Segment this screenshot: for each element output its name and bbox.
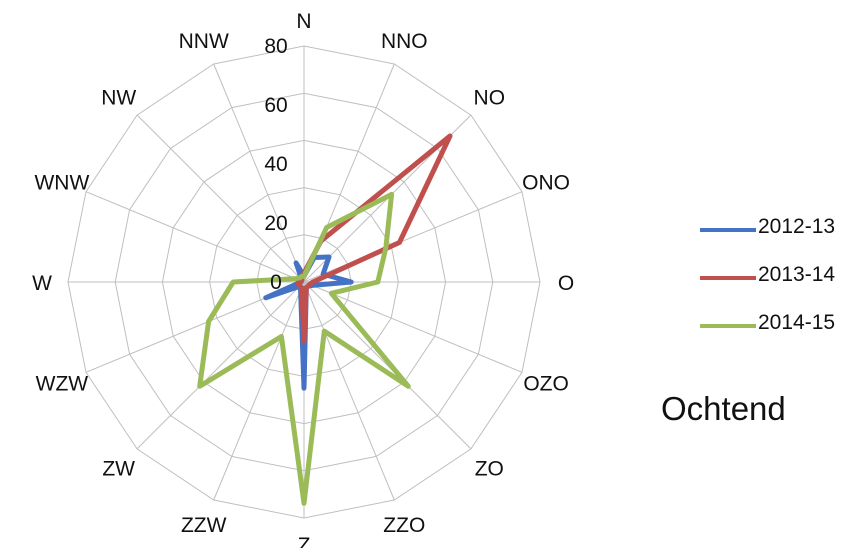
grid-spoke (86, 192, 304, 282)
legend-label: 2013-14 (758, 263, 835, 287)
grid-spoke (304, 282, 522, 372)
direction-label-NNW: NNW (179, 30, 229, 53)
grid-spoke (137, 115, 304, 282)
tick-label: 80 (264, 35, 287, 58)
radar-chart: N NNO NO ONO O OZO ZO ZZO Z ZZW ZW WZW W WNW NW NNW 0 20… (0, 0, 640, 548)
radial-tick-labels: 0 20 40 60 80 (264, 35, 287, 294)
grid-spoke (304, 282, 471, 449)
legend-swatch-2013-14 (700, 276, 756, 280)
legend-label: 2014-15 (758, 311, 835, 335)
direction-label-ONO: ONO (522, 172, 570, 195)
direction-label-ZZW: ZZW (181, 514, 227, 537)
direction-label-NNO: NNO (381, 30, 428, 53)
chart-caption: Ochtend (661, 390, 786, 428)
legend-label: 2012-13 (758, 215, 835, 239)
series-layer (200, 136, 450, 503)
direction-label-W: W (32, 272, 52, 295)
direction-label-O: O (558, 272, 574, 295)
tick-label: 20 (264, 212, 287, 235)
tick-label: 0 (270, 271, 282, 294)
direction-label-NW: NW (101, 87, 136, 110)
legend-swatch-2012-13 (700, 228, 756, 232)
tick-label: 40 (264, 153, 287, 176)
direction-label-ZO: ZO (475, 457, 504, 480)
direction-label-WZW: WZW (36, 372, 89, 395)
grid-spoke (214, 64, 304, 282)
direction-label-ZW: ZW (102, 457, 135, 480)
direction-label-N: N (296, 10, 311, 33)
radar-grid (68, 46, 540, 518)
direction-label-WNW: WNW (34, 172, 89, 195)
direction-label-OZO: OZO (523, 372, 569, 395)
direction-label-NO: NO (474, 87, 506, 110)
legend-swatch-2014-15 (700, 324, 756, 328)
direction-label-ZZO: ZZO (383, 514, 425, 537)
direction-label-Z: Z (298, 534, 311, 548)
tick-label: 60 (264, 94, 287, 117)
